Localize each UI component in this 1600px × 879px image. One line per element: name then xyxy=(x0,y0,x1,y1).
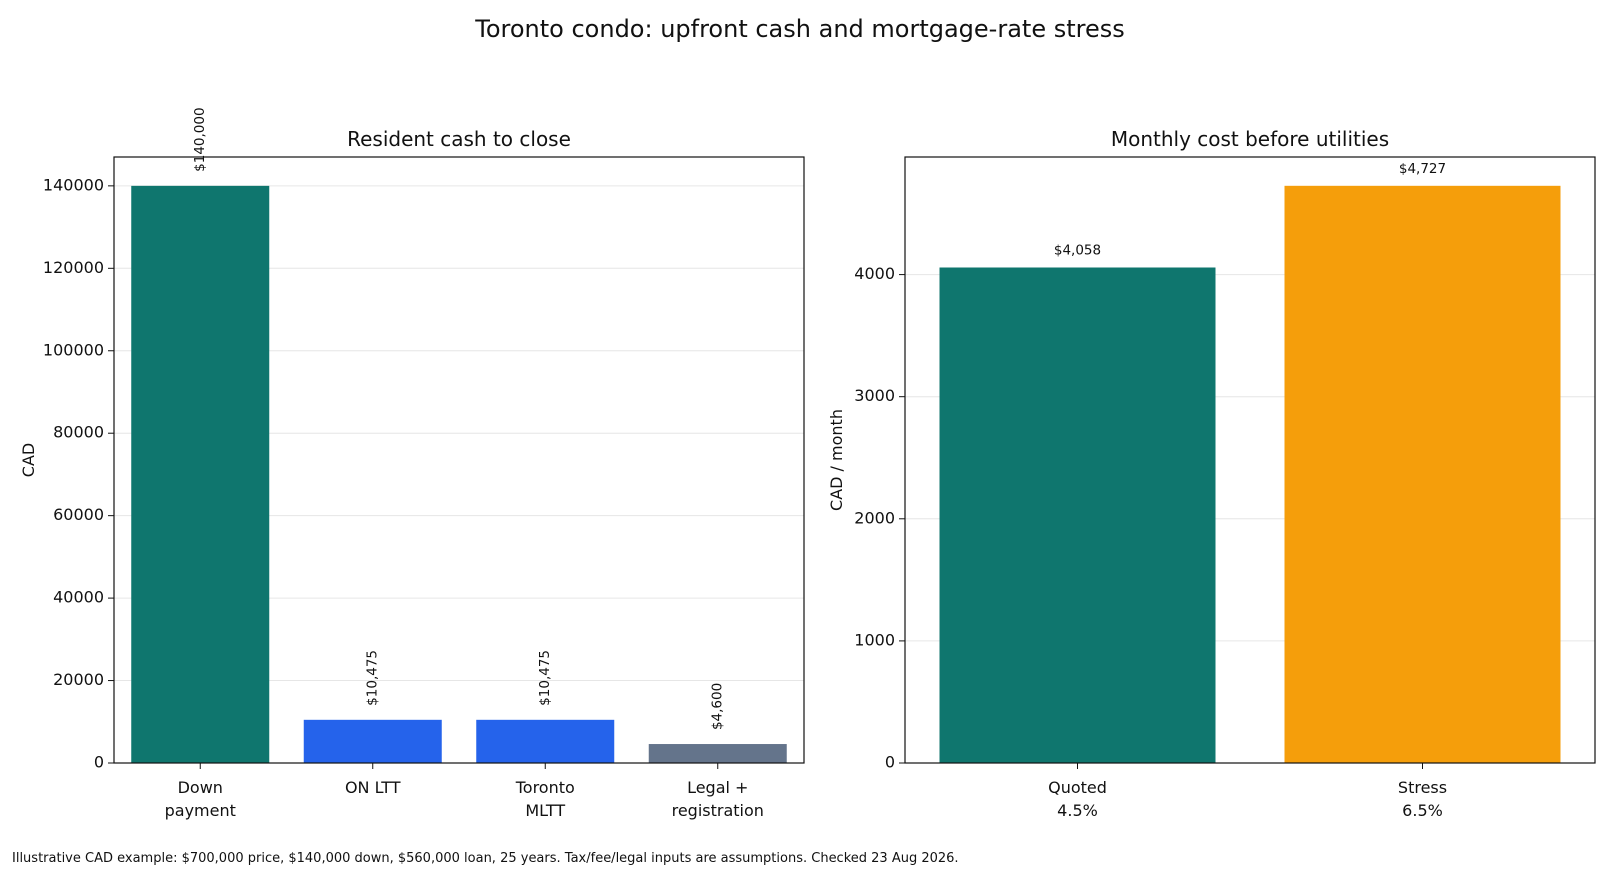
x-tick-label: MLTT xyxy=(525,801,565,820)
data-label-1: $10,475 xyxy=(365,650,381,706)
y-axis-label: CAD / month xyxy=(827,409,846,511)
bar-1 xyxy=(303,719,442,763)
y-tick-label: 2000 xyxy=(854,508,895,527)
x-tick-label: Down xyxy=(178,778,223,797)
y-tick-label: 1000 xyxy=(854,630,895,649)
y-tick-label: 0 xyxy=(94,753,104,772)
x-tick-label: payment xyxy=(165,801,236,820)
x-tick-label: registration xyxy=(672,801,764,820)
chart-title: Resident cash to close xyxy=(347,127,571,151)
y-tick-label: 3000 xyxy=(854,386,895,405)
monthly-cost-chart: $4,058 Quoted 4.5% $4,727 Stress 6.5% 0 1000 200… xyxy=(827,127,1596,820)
y-tick-label: 20000 xyxy=(53,670,104,689)
bar-3 xyxy=(648,744,787,763)
data-label-2: $10,475 xyxy=(537,650,553,706)
x-tick-label: Stress xyxy=(1398,778,1447,797)
data-label-3: $4,600 xyxy=(710,683,726,730)
footnote: Illustrative CAD example: $700,000 price… xyxy=(12,851,959,866)
y-tick-label: 0 xyxy=(885,753,895,772)
x-tick-label: Toronto xyxy=(515,778,575,797)
x-tick-label: 6.5% xyxy=(1402,801,1443,820)
y-tick-label: 60000 xyxy=(53,505,104,524)
x-tick-label: Legal + xyxy=(687,778,748,797)
data-label-0: $140,000 xyxy=(192,107,208,171)
plot-frame xyxy=(113,156,805,764)
bar-0 xyxy=(939,267,1216,763)
y-tick-label: 4000 xyxy=(854,264,895,283)
plot-frame xyxy=(904,156,1596,764)
y-tick-label: 120000 xyxy=(43,258,104,277)
bar-2 xyxy=(476,719,615,763)
bar-1 xyxy=(1284,185,1561,764)
chart-title: Monthly cost before utilities xyxy=(1111,127,1389,151)
y-tick-label: 100000 xyxy=(43,340,104,359)
y-tick-label: 140000 xyxy=(43,175,104,194)
x-tick-label: 4.5% xyxy=(1057,801,1098,820)
x-tick-label: ON LTT xyxy=(345,778,401,797)
figure-title: Toronto condo: upfront cash and mortgage… xyxy=(474,15,1125,43)
x-tick-label: Quoted xyxy=(1048,778,1107,797)
cash-to-close-chart: $140,000 Down payment $10,475 ON LTT $10,475 T… xyxy=(19,107,805,820)
y-tick-label: 80000 xyxy=(53,423,104,442)
bar-0 xyxy=(131,185,270,763)
data-label-1: $4,727 xyxy=(1399,161,1446,177)
data-label-0: $4,058 xyxy=(1054,243,1101,259)
y-axis-label: CAD xyxy=(19,443,38,477)
y-tick-label: 40000 xyxy=(53,588,104,607)
